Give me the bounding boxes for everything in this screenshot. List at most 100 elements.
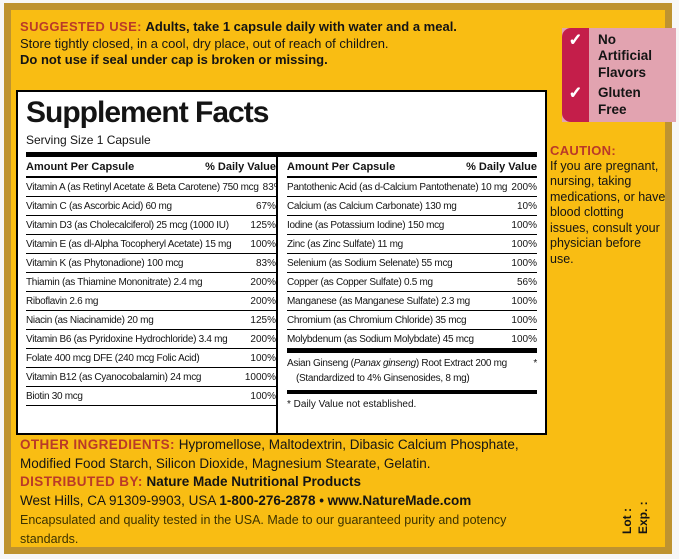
nutrient-row: Pantothenic Acid (as d-Calcium Pantothen… xyxy=(287,178,537,197)
other-ingredients: OTHER INGREDIENTS: Hypromellose, Maltode… xyxy=(20,436,550,473)
lot-label: Lot : xyxy=(620,508,634,534)
caution-label: CAUTION: xyxy=(550,143,616,158)
badge-strip xyxy=(562,28,589,122)
botanical-daily-value: * xyxy=(533,358,537,369)
nutrient-row: Biotin 30 mcg 100% xyxy=(26,387,276,406)
daily-value-footnote: * Daily Value not established. xyxy=(287,399,417,410)
nutrient-name: Chromium (as Chromium Chloride) 35 mcg xyxy=(287,315,467,326)
supplement-label: SUGGESTED USE: Adults, take 1 capsule da… xyxy=(4,3,676,554)
nutrient-daily-value: 100% xyxy=(511,258,537,269)
nutrient-name: Vitamin A (as Retinyl Acetate & Beta Car… xyxy=(26,182,259,193)
divider-bar xyxy=(287,349,537,353)
nutrient-row: Manganese (as Manganese Sulfate) 2.3 mg 1… xyxy=(287,292,537,311)
quality-note: Encapsulated and quality tested in the U… xyxy=(20,513,507,546)
nutrient-daily-value: 100% xyxy=(511,334,537,345)
facts-column-right: Amount Per Capsule % Daily Value Pantoth… xyxy=(278,157,537,433)
facts-columns: Amount Per Capsule % Daily Value Vitamin… xyxy=(26,157,537,433)
nutrient-daily-value: 100% xyxy=(511,315,537,326)
caution-text: If you are pregnant, nursing, taking med… xyxy=(550,158,666,266)
nutrient-row: Copper (as Copper Sulfate) 0.5 mg 56% xyxy=(287,273,537,292)
nutrient-daily-value: 200% xyxy=(250,277,276,288)
nutrient-row: Folate 400 mcg DFE (240 mcg Folic Acid) 1… xyxy=(26,349,276,368)
nutrient-daily-value: 100% xyxy=(250,353,276,364)
nutrient-row: Zinc (as Zinc Sulfate) 11 mg 100% xyxy=(287,235,537,254)
nutrient-name: Vitamin C (as Ascorbic Acid) 60 mg xyxy=(26,201,172,212)
suggested-use-line1: SUGGESTED USE: Adults, take 1 capsule da… xyxy=(20,19,540,36)
divider-bar xyxy=(287,390,537,394)
nutrient-name: Biotin 30 mcg xyxy=(26,391,83,402)
nutrient-daily-value: 100% xyxy=(511,296,537,307)
nutrient-daily-value: 83% xyxy=(262,182,276,193)
checkmark-icon: ✓ xyxy=(568,85,583,103)
nutrient-daily-value: 67% xyxy=(255,201,276,212)
nutrient-row: Chromium (as Chromium Chloride) 35 mcg 10… xyxy=(287,311,537,330)
nutrient-name: Vitamin E (as dl-Alpha Tocopheryl Acetat… xyxy=(26,239,232,250)
address-line: West Hills, CA 91309-9903, USA 1-800-276… xyxy=(20,492,550,511)
suggested-use-section: SUGGESTED USE: Adults, take 1 capsule da… xyxy=(20,19,540,69)
divider-bar xyxy=(26,152,537,157)
botanical-name-row: Asian Ginseng (Panax ginseng) Root Extra… xyxy=(287,358,537,369)
nutrient-daily-value: 100% xyxy=(511,239,537,250)
left-rows: Vitamin A (as Retinyl Acetate & Beta Car… xyxy=(26,178,276,406)
other-ingredients-text: Hypromellose, Maltodextrin, Dibasic Calc… xyxy=(20,437,519,471)
nutrient-daily-value: 100% xyxy=(250,391,276,402)
nutrient-daily-value: 200% xyxy=(250,334,276,345)
column-header: Amount Per Capsule % Daily Value xyxy=(26,157,276,178)
nutrient-daily-value: 200% xyxy=(511,182,537,193)
suggested-use-instruction: Adults, take 1 capsule daily with water … xyxy=(145,19,457,34)
company-address: West Hills, CA 91309-9903, USA xyxy=(20,492,216,508)
daily-value-header: % Daily Value xyxy=(466,161,537,173)
nutrient-row: Molybdenum (as Sodium Molybdate) 45 mcg 1… xyxy=(287,330,537,349)
nutrient-name: Manganese (as Manganese Sulfate) 2.3 mg xyxy=(287,296,470,307)
serving-size: Serving Size 1 Capsule xyxy=(26,133,151,147)
facts-column-left: Amount Per Capsule % Daily Value Vitamin… xyxy=(26,157,276,433)
nutrient-row: Niacin (as Niacinamide) 20 mg 125% xyxy=(26,311,276,330)
badge-label: No Artificial Flavors xyxy=(598,31,653,80)
nutrient-daily-value: 56% xyxy=(516,277,537,288)
nutrient-name: Calcium (as Calcium Carbonate) 130 mg xyxy=(287,201,457,212)
nutrient-row: Riboflavin 2.6 mg 200% xyxy=(26,292,276,311)
supplement-facts-panel: Supplement Facts Serving Size 1 Capsule … xyxy=(16,90,547,435)
nutrient-daily-value: 1000% xyxy=(244,372,276,383)
amount-header: Amount Per Capsule xyxy=(26,161,135,173)
column-header: Amount Per Capsule % Daily Value xyxy=(287,157,537,178)
nutrient-row: Vitamin E (as dl-Alpha Tocopheryl Acetat… xyxy=(26,235,276,254)
caution-section: CAUTION: If you are pregnant, nursing, t… xyxy=(550,143,666,267)
nutrient-row: Vitamin B6 (as Pyridoxine Hydrochloride)… xyxy=(26,330,276,349)
nutrient-name: Copper (as Copper Sulfate) 0.5 mg xyxy=(287,277,433,288)
bottom-info-section: OTHER INGREDIENTS: Hypromellose, Maltode… xyxy=(20,436,550,548)
badge-gluten-free: ✓ Gluten Free xyxy=(562,85,676,118)
nutrient-daily-value: 83% xyxy=(255,258,276,269)
company-name: Nature Made Nutritional Products xyxy=(146,474,362,489)
checkmark-icon: ✓ xyxy=(568,31,583,49)
nutrient-daily-value: 125% xyxy=(250,315,276,326)
nutrient-row: Vitamin K (as Phytonadione) 100 mcg 83% xyxy=(26,254,276,273)
distributed-by: DISTRIBUTED BY: Nature Made Nutritional … xyxy=(20,473,550,492)
amount-header: Amount Per Capsule xyxy=(287,161,396,173)
nutrient-row: Iodine (as Potassium Iodine) 150 mcg 100% xyxy=(287,216,537,235)
nutrient-daily-value: 100% xyxy=(250,239,276,250)
nutrient-daily-value: 125% xyxy=(250,220,276,231)
lot-exp-block: Lot : Exp. : xyxy=(605,470,665,534)
nutrient-name: Vitamin B6 (as Pyridoxine Hydrochloride)… xyxy=(26,334,228,345)
botanical-row: Asian Ginseng (Panax ginseng) Root Extra… xyxy=(287,353,537,390)
nutrient-name: Thiamin (as Thiamine Mononitrate) 2.4 mg xyxy=(26,277,203,288)
nutrient-name: Vitamin B12 (as Cyanocobalamin) 24 mcg xyxy=(26,372,202,383)
nutrient-name: Vitamin D3 (as Cholecalciferol) 25 mcg (… xyxy=(26,220,229,231)
nutrient-name: Vitamin K (as Phytonadione) 100 mcg xyxy=(26,258,184,269)
nutrient-daily-value: 100% xyxy=(511,220,537,231)
claims-badge-box: ✓ No Artificial Flavors ✓ Gluten Free xyxy=(562,28,676,122)
nutrient-name: Folate 400 mcg DFE (240 mcg Folic Acid) xyxy=(26,353,200,364)
nutrient-row: Calcium (as Calcium Carbonate) 130 mg 10% xyxy=(287,197,537,216)
botanical-name: Asian Ginseng (Panax ginseng) Root Extra… xyxy=(287,358,507,369)
storage-instruction: Store tightly closed, in a cool, dry pla… xyxy=(20,35,389,51)
suggested-use-label: SUGGESTED USE: xyxy=(20,19,142,34)
nutrient-name: Niacin (as Niacinamide) 20 mg xyxy=(26,315,154,326)
nutrient-name: Molybdenum (as Sodium Molybdate) 45 mcg xyxy=(287,334,474,345)
nutrient-row: Vitamin D3 (as Cholecalciferol) 25 mcg (… xyxy=(26,216,276,235)
exp-label: Exp. : xyxy=(636,501,650,534)
nutrient-daily-value: 10% xyxy=(516,201,537,212)
nutrient-name: Zinc (as Zinc Sulfate) 11 mg xyxy=(287,239,403,250)
column-divider xyxy=(276,157,278,433)
nutrient-name: Pantothenic Acid (as d-Calcium Pantothen… xyxy=(287,182,508,193)
